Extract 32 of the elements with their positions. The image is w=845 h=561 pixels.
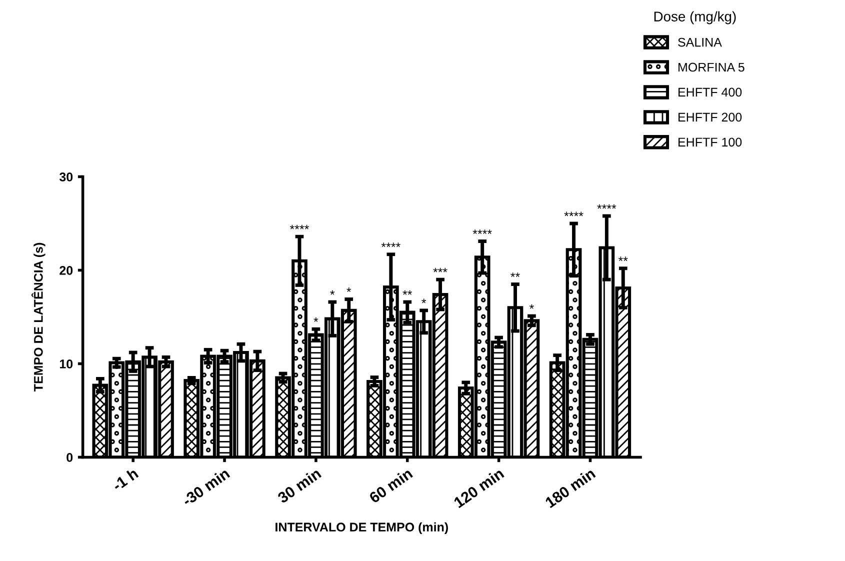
data-label: **** bbox=[472, 230, 492, 234]
x-tick-label: 180 min bbox=[544, 467, 596, 508]
x-tick-label: -1 h bbox=[111, 467, 139, 492]
legend-label: SALINA bbox=[678, 38, 722, 47]
x-tick-label: 120 min bbox=[452, 467, 504, 508]
y-tick-label: 10 bbox=[60, 360, 73, 368]
data-label: *** bbox=[433, 268, 448, 272]
x-tick-label: -30 min bbox=[181, 467, 230, 506]
y-tick-label: 0 bbox=[66, 453, 73, 462]
data-label: **** bbox=[381, 242, 400, 248]
data-label: ** bbox=[618, 256, 628, 262]
legend-label: EHFTF 200 bbox=[678, 112, 742, 122]
legend-label: EHFTF 100 bbox=[678, 138, 742, 147]
data-label: * bbox=[422, 298, 426, 304]
data-label: * bbox=[346, 288, 352, 292]
y-axis-title: TEMPO DE LATÊNCIA (s) bbox=[32, 242, 46, 392]
legend-label: EHFTF 400 bbox=[678, 88, 742, 97]
data-label: * bbox=[529, 304, 534, 309]
x-axis-title: INTERVALO DE TEMPO (min) bbox=[276, 522, 448, 534]
data-label: * bbox=[314, 317, 318, 322]
data-label: * bbox=[330, 290, 335, 295]
x-tick-label: 60 min bbox=[368, 467, 414, 504]
legend-title: Dose (mg/kg) bbox=[654, 11, 736, 24]
legend-label: MORFINA 5 bbox=[678, 62, 744, 72]
data-label: ** bbox=[510, 272, 520, 277]
y-tick-label: 20 bbox=[60, 266, 73, 275]
x-tick-label: 30 min bbox=[276, 467, 322, 504]
data-label: **** bbox=[597, 204, 616, 209]
data-label: ** bbox=[402, 290, 412, 295]
y-tick-label: 30 bbox=[59, 172, 73, 182]
data-label: **** bbox=[564, 212, 584, 216]
data-label: **** bbox=[290, 224, 310, 230]
